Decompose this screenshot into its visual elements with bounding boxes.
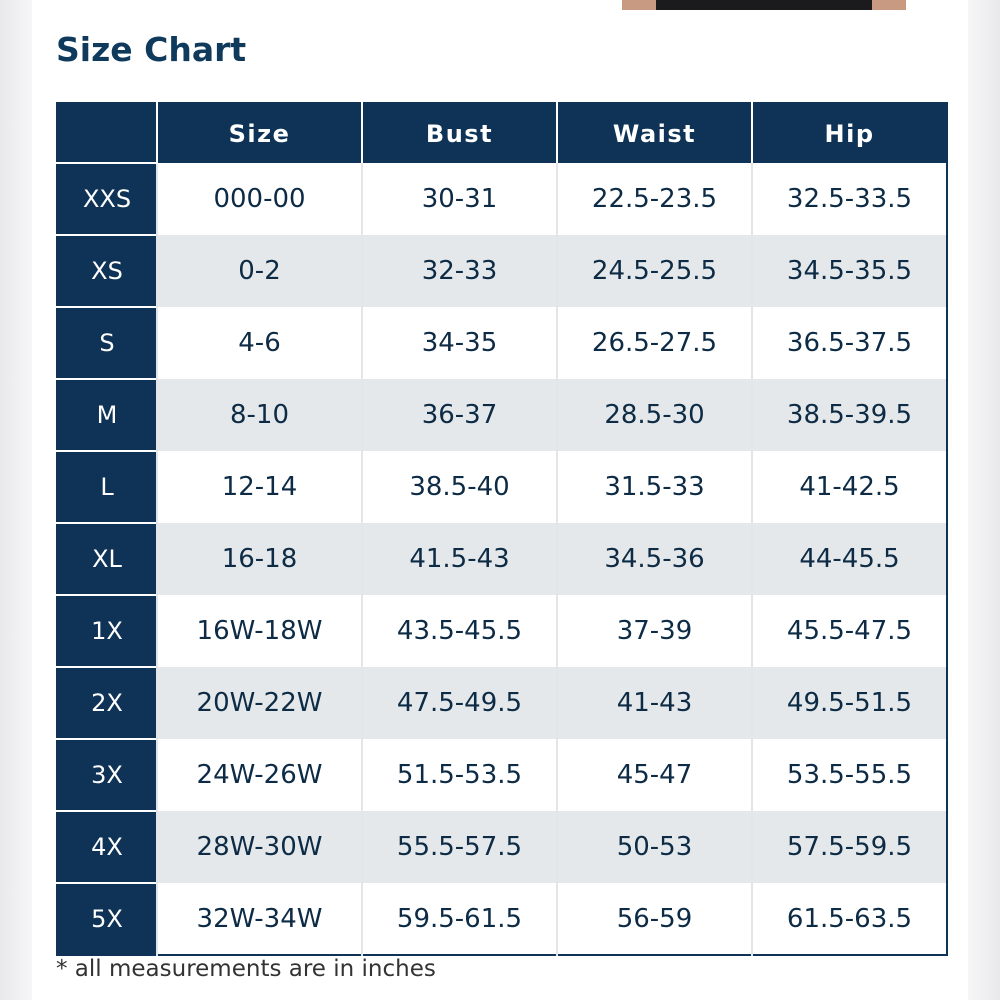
table-cell: 50-53 bbox=[556, 811, 752, 883]
table-cell: 12-14 bbox=[156, 451, 362, 523]
table-row: M 8-10 36-37 28.5-30 38.5-39.5 bbox=[57, 378, 947, 451]
row-label: 2X bbox=[57, 666, 157, 739]
table-cell: 36.5-37.5 bbox=[751, 307, 947, 379]
row-label: 5X bbox=[57, 882, 157, 955]
table-cell: 34.5-35.5 bbox=[751, 235, 947, 307]
table-cell: 26.5-27.5 bbox=[556, 307, 752, 379]
table-row: XXS 000-00 30-31 22.5-23.5 32.5-33.5 bbox=[57, 162, 947, 235]
table-cell: 20W-22W bbox=[156, 667, 362, 739]
table-cell: 56-59 bbox=[556, 883, 752, 955]
size-table: Size Bust Waist Hip XXS 000-00 30-31 22.5-23.5… bbox=[56, 102, 948, 956]
table-cell: 37-39 bbox=[556, 595, 752, 667]
table-cell: 45.5-47.5 bbox=[751, 595, 947, 667]
table-cell: 32W-34W bbox=[156, 883, 362, 955]
table-row: XL 16-18 41.5-43 34.5-36 44-45.5 bbox=[57, 522, 947, 595]
table-cell: 38.5-40 bbox=[361, 451, 557, 523]
column-header: Bust bbox=[361, 103, 557, 163]
table-row: 1X 16W-18W 43.5-45.5 37-39 45.5-47.5 bbox=[57, 594, 947, 667]
table-cell: 51.5-53.5 bbox=[361, 739, 557, 811]
table-cell: 4-6 bbox=[156, 307, 362, 379]
product-photo bbox=[622, 0, 906, 10]
table-cell: 28.5-30 bbox=[556, 379, 752, 451]
table-cell: 36-37 bbox=[361, 379, 557, 451]
table-cell: 59.5-61.5 bbox=[361, 883, 557, 955]
table-cell: 49.5-51.5 bbox=[751, 667, 947, 739]
table-cell: 24W-26W bbox=[156, 739, 362, 811]
table-cell: 45-47 bbox=[556, 739, 752, 811]
table-row: L 12-14 38.5-40 31.5-33 41-42.5 bbox=[57, 450, 947, 523]
table-cell: 24.5-25.5 bbox=[556, 235, 752, 307]
row-label: XL bbox=[57, 522, 157, 595]
row-label: S bbox=[57, 306, 157, 379]
table-cell: 55.5-57.5 bbox=[361, 811, 557, 883]
table-body: XXS 000-00 30-31 22.5-23.5 32.5-33.5 XS 0-2 32-… bbox=[57, 162, 947, 955]
row-label: 4X bbox=[57, 810, 157, 883]
table-cell: 31.5-33 bbox=[556, 451, 752, 523]
table-row: 5X 32W-34W 59.5-61.5 56-59 61.5-63.5 bbox=[57, 882, 947, 955]
table-row: XS 0-2 32-33 24.5-25.5 34.5-35.5 bbox=[57, 234, 947, 307]
table-cell: 53.5-55.5 bbox=[751, 739, 947, 811]
table-cell: 16W-18W bbox=[156, 595, 362, 667]
table-cell: 28W-30W bbox=[156, 811, 362, 883]
table-cell: 61.5-63.5 bbox=[751, 883, 947, 955]
row-label: XS bbox=[57, 234, 157, 307]
table-cell: 22.5-23.5 bbox=[556, 163, 752, 235]
row-label: XXS bbox=[57, 162, 157, 235]
corner-cell bbox=[57, 103, 157, 163]
table-cell: 41.5-43 bbox=[361, 523, 557, 595]
table-header: Size Bust Waist Hip bbox=[57, 103, 947, 163]
table-cell: 38.5-39.5 bbox=[751, 379, 947, 451]
table-cell: 44-45.5 bbox=[751, 523, 947, 595]
table-cell: 000-00 bbox=[156, 163, 362, 235]
column-header: Size bbox=[156, 103, 362, 163]
table-cell: 8-10 bbox=[156, 379, 362, 451]
title: Size Chart bbox=[56, 30, 247, 69]
table-cell: 16-18 bbox=[156, 523, 362, 595]
row-label: 1X bbox=[57, 594, 157, 667]
row-label: L bbox=[57, 450, 157, 523]
row-label: 3X bbox=[57, 738, 157, 811]
table-row: 4X 28W-30W 55.5-57.5 50-53 57.5-59.5 bbox=[57, 810, 947, 883]
table-cell: 34-35 bbox=[361, 307, 557, 379]
table-cell: 57.5-59.5 bbox=[751, 811, 947, 883]
table-row: 3X 24W-26W 51.5-53.5 45-47 53.5-55.5 bbox=[57, 738, 947, 811]
table-cell: 41-42.5 bbox=[751, 451, 947, 523]
table-cell: 0-2 bbox=[156, 235, 362, 307]
table-cell: 47.5-49.5 bbox=[361, 667, 557, 739]
table-cell: 43.5-45.5 bbox=[361, 595, 557, 667]
table-row: 2X 20W-22W 47.5-49.5 41-43 49.5-51.5 bbox=[57, 666, 947, 739]
header-row: Size Bust Waist Hip bbox=[57, 103, 947, 163]
table-cell: 32.5-33.5 bbox=[751, 163, 947, 235]
row-label: M bbox=[57, 378, 157, 451]
column-header: Hip bbox=[751, 103, 947, 163]
table-cell: 34.5-36 bbox=[556, 523, 752, 595]
column-header: Waist bbox=[556, 103, 752, 163]
table-cell: 32-33 bbox=[361, 235, 557, 307]
footnote: * all measurements are in inches bbox=[56, 956, 436, 982]
table-row: S 4-6 34-35 26.5-27.5 36.5-37.5 bbox=[57, 306, 947, 379]
table-cell: 41-43 bbox=[556, 667, 752, 739]
table-cell: 30-31 bbox=[361, 163, 557, 235]
